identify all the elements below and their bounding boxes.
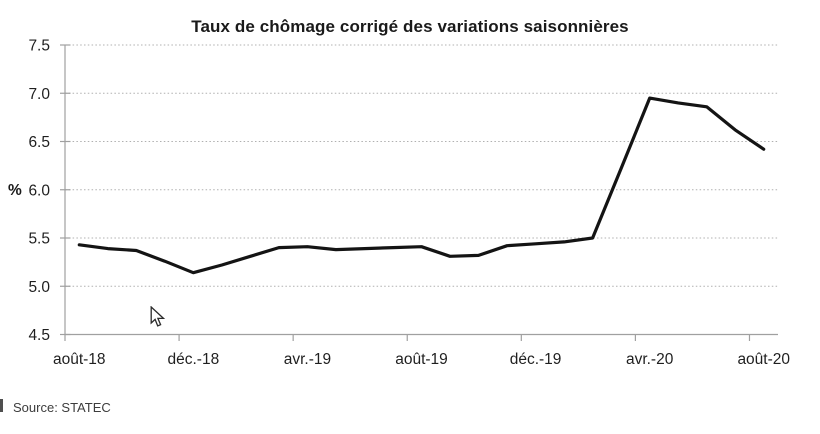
page-edge-artifact bbox=[0, 399, 3, 412]
x-tick-label: août-20 bbox=[737, 351, 790, 368]
y-tick-label: 5.5 bbox=[28, 231, 50, 248]
series-line-unemployment-rate bbox=[77, 96, 766, 275]
y-axis-unit-label: % bbox=[8, 182, 22, 199]
y-tick-label: 4.5 bbox=[28, 327, 50, 344]
x-tick-label: déc.-18 bbox=[167, 351, 219, 368]
y-tick-label: 7.5 bbox=[28, 38, 50, 55]
source-note: Source: STATEC bbox=[13, 400, 111, 415]
y-tick-label: 6.0 bbox=[28, 182, 50, 199]
y-tick-label: 6.5 bbox=[28, 134, 50, 151]
x-tick-label: déc.-19 bbox=[510, 351, 562, 368]
y-tick-label: 5.0 bbox=[28, 279, 50, 296]
y-tick-label: 7.0 bbox=[28, 86, 50, 103]
chart-title: Taux de chômage corrigé des variations s… bbox=[191, 17, 629, 36]
x-tick-label: avr.-19 bbox=[284, 351, 331, 368]
x-tick-label: août-19 bbox=[395, 351, 448, 368]
x-tick-label: août-18 bbox=[53, 351, 106, 368]
x-tick-label: avr.-20 bbox=[626, 351, 674, 368]
mouse-cursor-icon bbox=[150, 306, 166, 327]
